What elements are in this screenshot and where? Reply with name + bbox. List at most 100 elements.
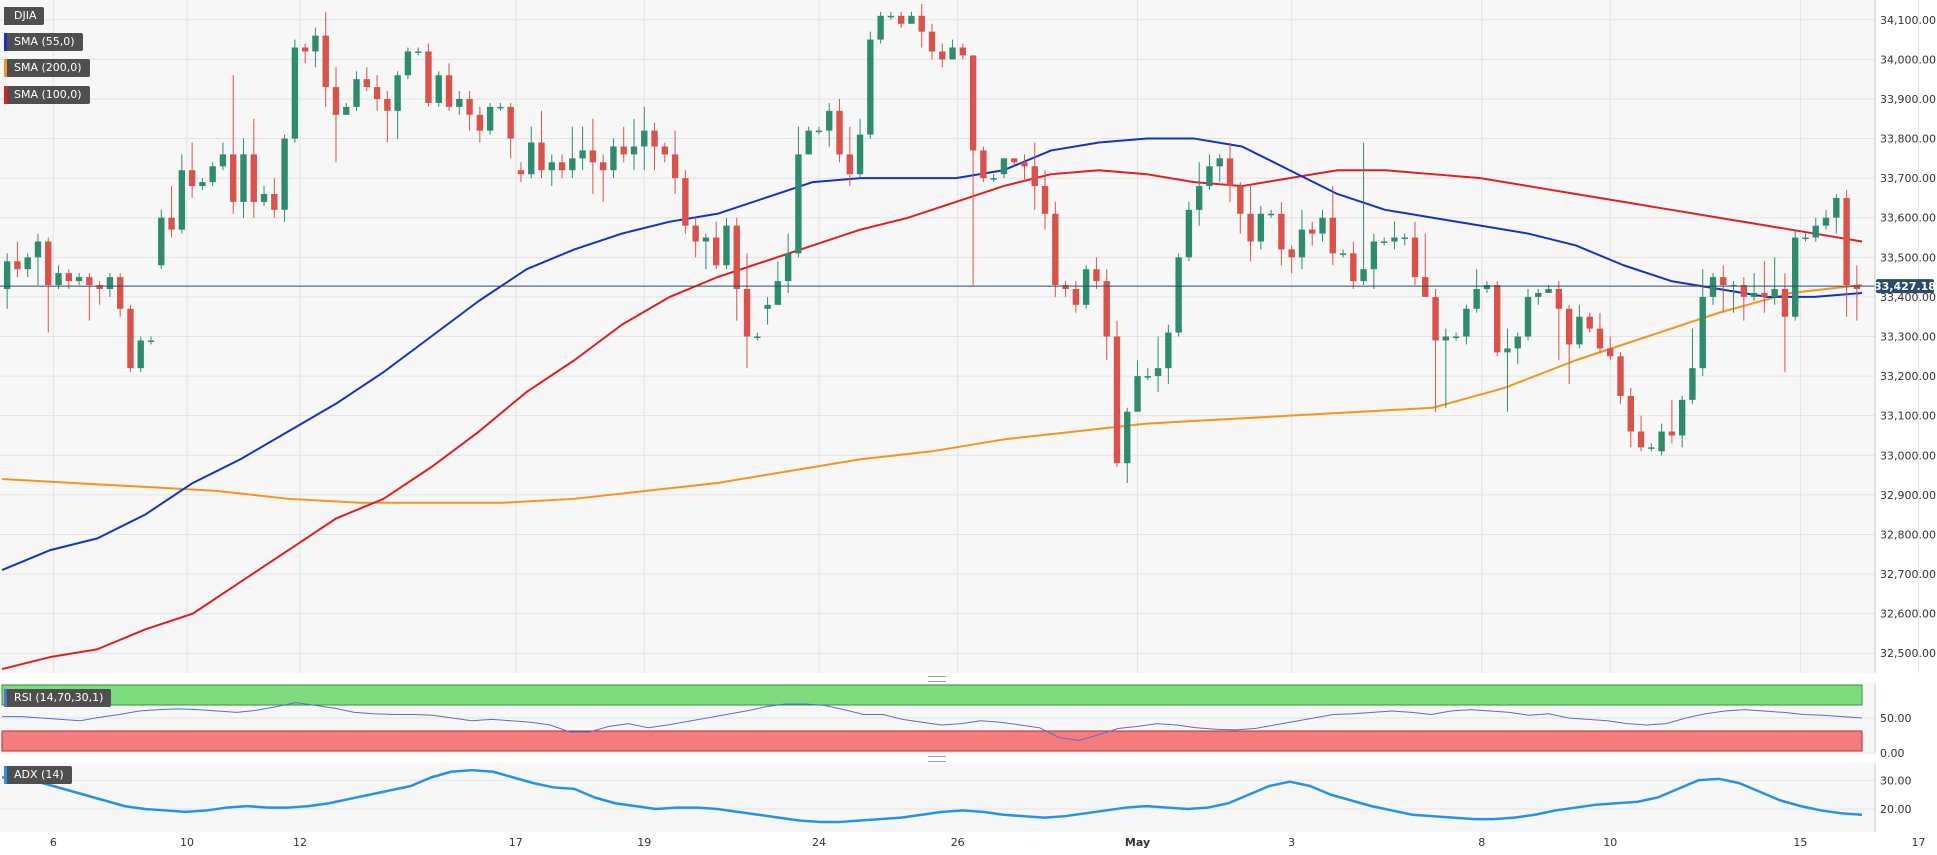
symbol-label: DJIA [14,9,37,22]
adx-pane-resize-handle[interactable] [928,756,946,762]
candle-body [743,288,751,337]
candle-body [486,106,494,131]
candle-down [384,91,391,143]
candle-body [209,166,216,183]
price-axis[interactable]: 32,500.00 32,600.00 32,700.00 32,800.00 32,9… [1874,0,1936,673]
candle-body [1504,348,1511,353]
candle-down [651,122,658,171]
candle-body [1124,411,1131,464]
candle-body [1000,158,1008,175]
candle-body [1154,368,1162,377]
candle-body [887,15,895,18]
candle-body [1267,213,1275,216]
candle-down [127,304,134,373]
candle-down [1607,336,1614,361]
candle-body [301,47,309,52]
candle-body [1339,253,1347,255]
candle-body [1720,277,1727,286]
candle-up [260,186,268,206]
candle-up [353,71,360,111]
candle-down [1226,142,1234,202]
candle-body [332,87,340,115]
candle-body [1483,285,1491,289]
candle-up [1144,368,1151,381]
candle-body [1391,237,1398,242]
candle-body [1678,399,1686,436]
candle-body [394,75,401,111]
rsi-axis: 50.00 0.00 [1874,683,1912,760]
candle-down [538,110,545,179]
candle-body [343,106,350,115]
price-pane[interactable] [0,0,1937,673]
candle-up [1154,336,1162,392]
candle-body [24,257,31,270]
candle-body [826,110,833,131]
candle-down [1740,277,1748,321]
candle-body [373,87,381,99]
candle-up [877,11,884,44]
time-tick-label: 15 [1793,836,1807,849]
candle-body [1329,217,1336,254]
candle-body [116,277,124,309]
candle-body [178,170,186,230]
candle-down [188,142,196,198]
candle-body [1494,285,1501,353]
candle-body [1411,237,1419,278]
sma55-swatch [4,33,7,51]
rsi-legend[interactable]: RSI (14,70,30,1) [4,689,112,707]
rsi-swatch [4,689,7,707]
candle-body [404,51,412,76]
candle-up [1483,281,1491,293]
candle-down [558,154,566,179]
candle-body [918,15,925,32]
price-tick-label: 32,900.00 [1880,489,1936,502]
candle-up [1792,229,1799,321]
candle-body [312,35,319,52]
candle-up [1442,328,1449,408]
candle-body [1041,186,1049,214]
candle-down [897,11,905,28]
symbol-swatch [4,7,7,25]
time-axis[interactable]: 6101217192426May3810151719 [50,836,1937,849]
price-tick-label: 32,800.00 [1880,528,1936,541]
sma55-line [1,137,1863,571]
candle-body [1052,213,1059,286]
candle-down [96,281,103,305]
rsi-oversold-band [1,730,1863,752]
candle-body [702,237,710,242]
candle-up [528,126,535,179]
candle-body [1771,288,1778,297]
candle-down [969,55,977,286]
candle-down [1411,221,1419,286]
adx-pane[interactable] [0,763,1875,832]
candle-up [435,71,442,107]
candle-body [353,79,360,107]
candle-up [1535,288,1542,305]
candle-up [415,47,422,56]
candle-down [733,217,740,321]
rsi-tick-label: 50.00 [1880,712,1912,725]
candle-down [1637,415,1645,452]
sma55-legend[interactable]: SMA (55,0) [4,33,83,51]
rsi-pane[interactable] [0,683,1875,754]
candle-down [1288,245,1295,274]
last-price-marker-label: 33,427.18 [1874,280,1936,293]
candle-body [1257,213,1265,242]
adx-legend[interactable]: ADX (14) [4,766,72,784]
candle-up [1206,154,1213,191]
candle-body [3,261,11,289]
candle-down [1853,265,1861,321]
candle-body [661,146,669,155]
candle-down [116,273,124,317]
candle-body [425,51,432,103]
candle-body [959,47,967,56]
sma200-legend[interactable]: SMA (200,0) [4,59,90,77]
candle-body [692,225,699,242]
candle-body [856,134,864,175]
symbol-legend[interactable]: DJIA [4,7,45,25]
candle-down [1761,261,1768,313]
candle-body [867,39,874,135]
sma100-legend[interactable]: SMA (100,0) [4,86,90,104]
rsi-pane-resize-handle[interactable] [928,676,946,682]
candle-body [558,162,566,171]
